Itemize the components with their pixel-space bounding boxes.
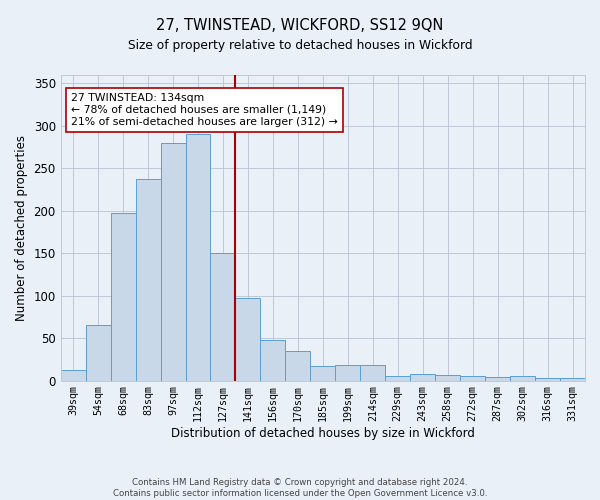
Bar (185, 134, 211, 380)
Bar (110, 212, 136, 380)
Bar (435, 374, 460, 380)
Bar (485, 377, 510, 380)
Bar (510, 376, 535, 380)
Text: 27 TWINSTEAD: 134sqm
← 78% of detached houses are smaller (1,149)
21% of semi-de: 27 TWINSTEAD: 134sqm ← 78% of detached h… (71, 94, 338, 126)
Bar (535, 378, 560, 380)
Bar (161, 143, 185, 380)
Bar (235, 298, 260, 380)
Bar (61, 370, 86, 380)
Bar (560, 378, 585, 380)
Text: Contains HM Land Registry data © Crown copyright and database right 2024.
Contai: Contains HM Land Registry data © Crown c… (113, 478, 487, 498)
Bar (310, 366, 335, 380)
Bar (410, 374, 435, 380)
Text: Size of property relative to detached houses in Wickford: Size of property relative to detached ho… (128, 39, 472, 52)
Text: 27, TWINSTEAD, WICKFORD, SS12 9QN: 27, TWINSTEAD, WICKFORD, SS12 9QN (157, 18, 443, 32)
Bar (136, 180, 161, 380)
Bar (211, 254, 235, 380)
Bar (260, 340, 286, 380)
Bar (385, 376, 410, 380)
Bar (460, 376, 485, 380)
Bar (335, 366, 360, 380)
Bar (86, 326, 110, 380)
Y-axis label: Number of detached properties: Number of detached properties (15, 135, 28, 321)
Bar (360, 366, 385, 380)
X-axis label: Distribution of detached houses by size in Wickford: Distribution of detached houses by size … (171, 427, 475, 440)
Bar (286, 351, 310, 380)
